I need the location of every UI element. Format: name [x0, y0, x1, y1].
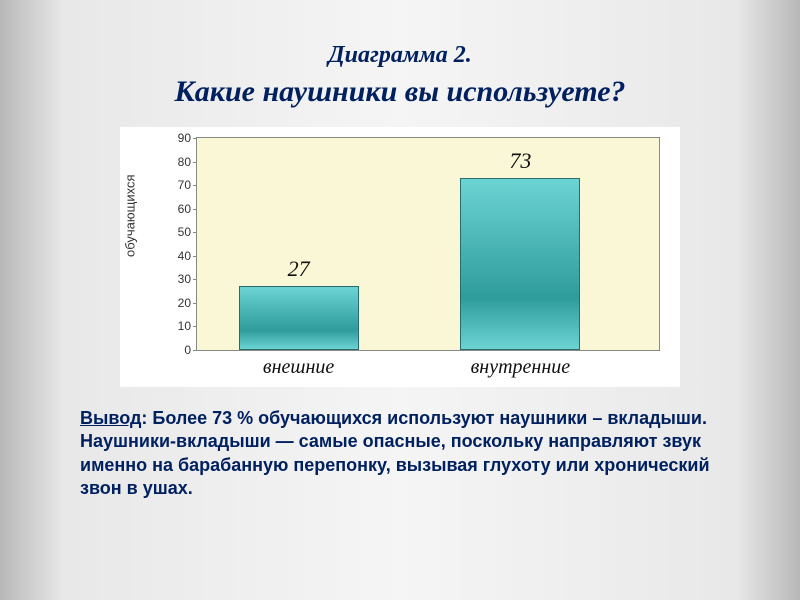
chart-container: обучающихся 010203040506070809027внешние… [120, 127, 680, 387]
bar-group: 27внешние [239, 138, 359, 350]
y-tick-mark [193, 326, 197, 327]
x-category-label: внутренние [471, 356, 571, 379]
y-tick-label: 80 [161, 155, 191, 169]
y-tick-mark [193, 162, 197, 163]
y-tick-label: 90 [161, 131, 191, 145]
y-axis-label: обучающихся [123, 175, 138, 258]
bar [239, 286, 359, 350]
y-tick-label: 20 [161, 296, 191, 310]
y-tick-label: 60 [161, 202, 191, 216]
conclusion-lead: Вывод [80, 408, 141, 428]
y-tick-label: 30 [161, 272, 191, 286]
title-block: Диаграмма 2. Какие наушники вы используе… [0, 0, 800, 109]
bar-group: 73внутренние [460, 138, 580, 350]
y-tick-mark [193, 185, 197, 186]
y-tick-label: 70 [161, 178, 191, 192]
chart-supertitle: Диаграмма 2. [0, 42, 800, 69]
y-tick-mark [193, 232, 197, 233]
bar-value-label: 73 [509, 148, 531, 174]
y-tick-mark [193, 303, 197, 304]
conclusion-text: Вывод: Более 73 % обучающихся используют… [80, 407, 720, 501]
y-tick-label: 10 [161, 319, 191, 333]
y-tick-label: 50 [161, 225, 191, 239]
chart-subtitle: Какие наушники вы используете? [0, 75, 800, 109]
y-tick-mark [193, 209, 197, 210]
y-tick-mark [193, 279, 197, 280]
bar [460, 178, 580, 350]
y-tick-mark [193, 350, 197, 351]
y-tick-label: 40 [161, 249, 191, 263]
y-tick-mark [193, 138, 197, 139]
y-tick-mark [193, 256, 197, 257]
conclusion-body: : Более 73 % обучающихся используют науш… [80, 408, 710, 498]
x-category-label: внешние [263, 356, 334, 379]
bar-value-label: 27 [288, 256, 310, 282]
y-tick-label: 0 [161, 343, 191, 357]
plot-area: 010203040506070809027внешние73внутренние [196, 137, 660, 351]
plot-outer: 010203040506070809027внешние73внутренние [196, 137, 660, 351]
